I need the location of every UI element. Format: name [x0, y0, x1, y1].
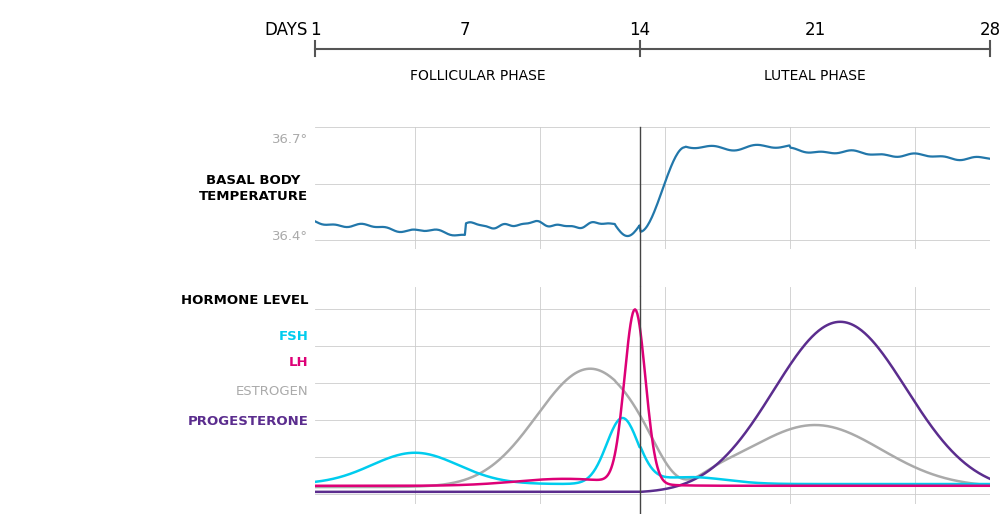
Text: DAYS: DAYS	[265, 21, 308, 39]
Text: 7: 7	[460, 21, 470, 39]
Text: 14: 14	[629, 21, 651, 39]
Text: 21: 21	[804, 21, 826, 39]
Text: HORMONE LEVEL: HORMONE LEVEL	[181, 293, 308, 307]
Text: FOLLICULAR PHASE: FOLLICULAR PHASE	[410, 69, 545, 83]
Text: LH: LH	[289, 356, 308, 370]
Text: PROGESTERONE: PROGESTERONE	[187, 415, 308, 428]
Text: 36.7°: 36.7°	[272, 133, 308, 146]
Text: LUTEAL PHASE: LUTEAL PHASE	[764, 69, 866, 83]
Text: ESTROGEN: ESTROGEN	[236, 384, 308, 398]
Text: 36.4°: 36.4°	[272, 230, 308, 243]
Text: 28: 28	[979, 21, 1000, 39]
Text: BASAL BODY
TEMPERATURE: BASAL BODY TEMPERATURE	[199, 174, 308, 203]
Text: 1: 1	[310, 21, 320, 39]
Text: FSH: FSH	[278, 331, 308, 343]
